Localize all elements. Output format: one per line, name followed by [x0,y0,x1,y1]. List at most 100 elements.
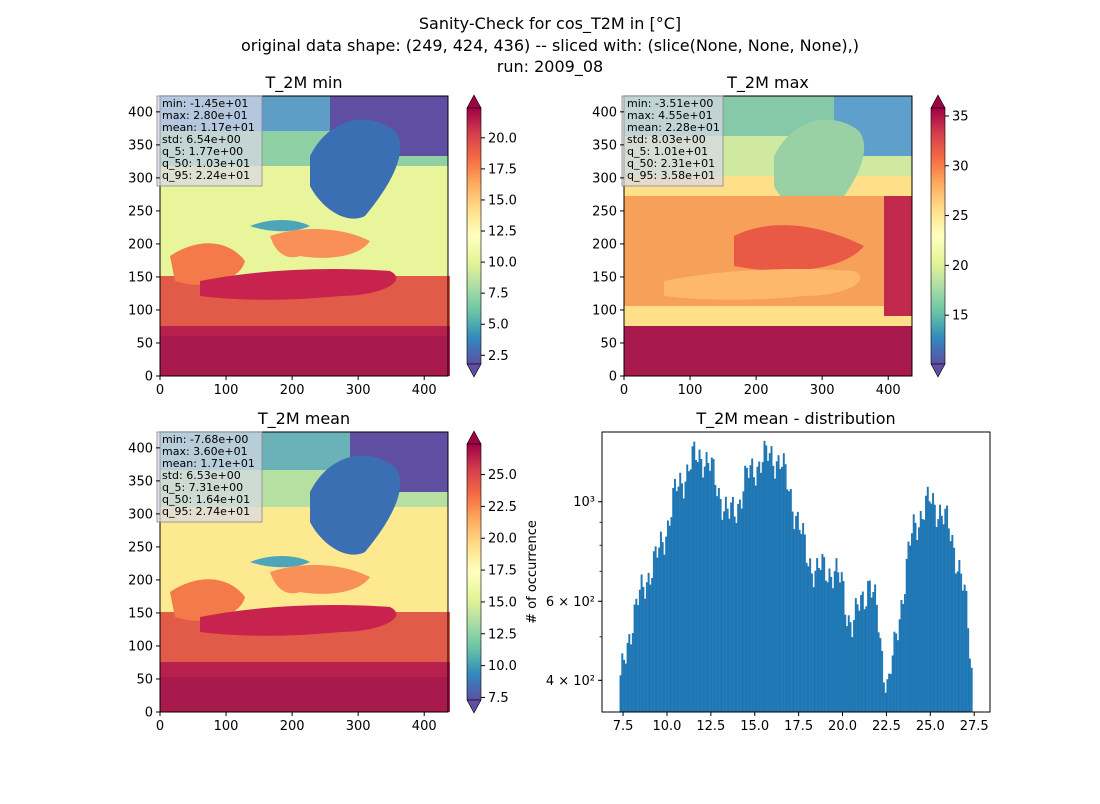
histogram-bar [747,477,750,712]
histogram-bar [933,504,936,712]
histogram-bar [842,581,845,712]
histogram-bar [867,581,870,712]
panel-title: T_2M mean - distribution [695,409,895,429]
histogram-bar [839,582,841,712]
histogram-bar [951,534,954,712]
histogram-bar [731,496,734,712]
histogram-bar [696,462,699,712]
panel-title: T_2M mean [257,409,350,429]
colorbar-tick-label: 22.5 [488,500,517,515]
colorbar-tick-label: 15.0 [488,595,517,610]
y-tick-label: 350 [128,138,153,153]
y-tick-label: 50 [136,336,153,351]
histogram-bar [947,528,950,712]
histogram-bar [751,458,754,712]
stat-line: max: 4.55e+01 [627,109,713,122]
histogram-bar [689,469,692,712]
y-tick-label: 150 [592,270,617,285]
x-tick-label: 0 [620,383,628,398]
colorbar-gradient [466,443,482,701]
stats-box: min: -3.51e+00 max: 4.55e+01 mean: 2.28e… [621,95,724,187]
histogram-bar [847,615,850,712]
histogram-bar [661,542,664,712]
histogram-bar [831,588,834,712]
x-tick-label: 0 [156,719,164,734]
histogram-bar [777,455,780,712]
histogram-bar [630,644,633,712]
histogram-bar [940,515,943,712]
histogram-bar [663,554,666,712]
y-tick-label: 100 [592,303,617,318]
histogram-bar [968,658,971,712]
histogram-bar [946,505,949,712]
colorbar-extend-min [466,363,482,378]
y-tick-label: 10³ [573,495,595,510]
colorbar-extend-min [930,363,946,378]
histogram-bar [789,488,792,712]
histogram-bar [642,586,645,712]
histogram-bar [970,667,973,712]
histogram-bar [893,631,896,712]
y-tick-label: 300 [592,171,617,186]
histogram-bar [858,610,861,712]
histogram-bar [744,465,747,712]
y-tick-label: 300 [128,507,153,522]
histogram-bar [679,472,682,712]
histogram-bar [895,633,898,712]
colorbar-tick-label: 12.5 [488,225,517,240]
histogram-bar [803,534,806,712]
histogram-bar [921,519,924,712]
histogram-bar [930,503,933,712]
histogram-bar [758,461,761,712]
histogram-bar [656,557,659,712]
stat-line: std: 8.03e+00 [627,133,706,146]
figure-title-line-3: run: 2009_08 [497,57,603,77]
histogram-bar [935,526,938,712]
histogram-bar [677,486,680,712]
stat-line: min: -1.45e+01 [162,97,248,110]
histogram-bar [775,461,778,712]
histogram-bar [807,566,810,712]
x-tick-label: 0 [156,383,164,398]
histogram-bar [853,620,856,712]
histogram-bar [816,558,819,712]
histogram-bar [672,487,675,712]
histogram-bar [633,604,636,712]
histogram-bar [851,637,854,712]
histogram-bar [812,587,815,712]
stats-box: min: -1.45e+01 max: 2.80e+01 mean: 1.17e… [156,95,263,187]
histogram-bar [814,570,817,712]
histogram-bar [654,546,657,712]
stat-line: mean: 2.28e+01 [627,121,720,134]
colorbar-ticks: 15 20 25 30 35 [945,109,969,324]
y-axis-label: # of occurrence [525,520,540,624]
histogram-bar [754,485,757,712]
x-ticks: 0 100 200 300 400 [156,376,437,398]
histogram-bar [770,446,773,712]
y-tick-label: 250 [592,204,617,219]
histogram-bar [856,604,859,712]
histogram-bar [673,478,676,712]
colorbar-tick-label: 5.0 [488,318,509,333]
colorbar-tick-label: 2.5 [488,349,509,364]
x-tick-label: 15.0 [740,719,769,734]
histogram-bar [919,511,922,712]
y-tick-label: 0 [145,706,153,721]
histogram-bar [624,663,627,712]
histogram-bar [707,462,710,712]
stat-line: q_50: 1.03e+01 [162,157,250,170]
x-tick-label: 300 [810,383,835,398]
histogram-bar [738,499,741,712]
heatmap-panel-mean: T_2M mean min: -7.68e+00 max: 3.60e+01 m… [128,409,517,734]
histogram-bar [860,595,863,712]
colorbar-tick-label: 30 [952,159,969,174]
axes-frame [601,431,991,713]
stat-line: std: 6.54e+00 [162,133,241,146]
histogram-bar [700,458,703,712]
histogram-bar [730,502,733,712]
histogram-bar [791,511,794,712]
histogram-bar [645,582,648,712]
colorbar-gradient [930,107,946,365]
histogram-bar [695,460,698,712]
histogram-bar [793,529,796,712]
